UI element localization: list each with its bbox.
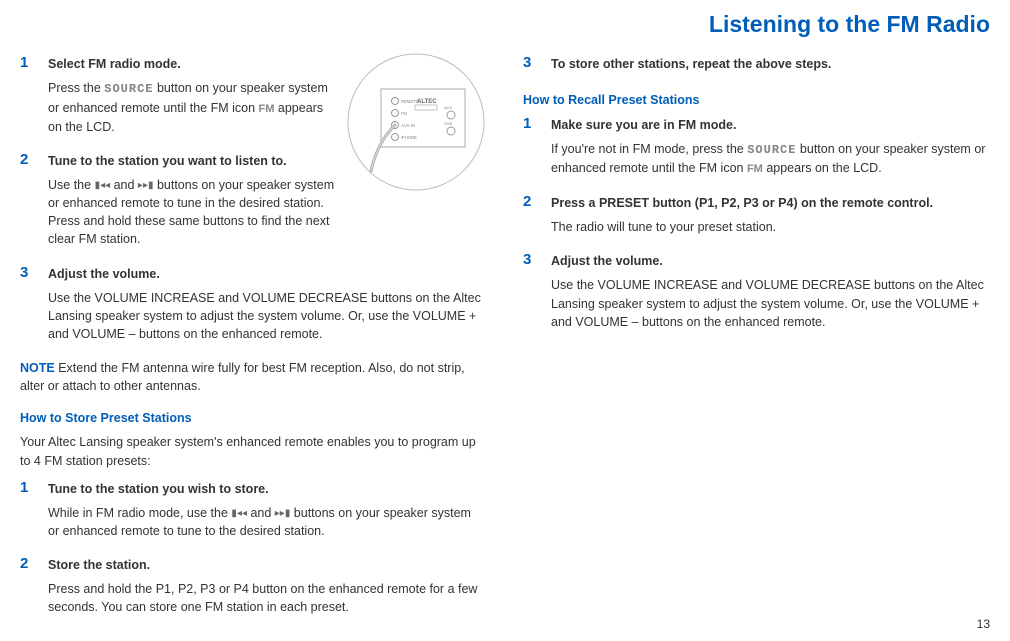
step-heading: Select FM radio mode. — [48, 55, 339, 73]
step-heading: Tune to the station you want to listen t… — [48, 152, 339, 170]
step-2: 2 Tune to the station you want to listen… — [20, 152, 339, 253]
step-heading: Make sure you are in FM mode. — [551, 116, 988, 134]
step-number: 3 — [523, 252, 551, 335]
step-number: 1 — [523, 116, 551, 182]
step-text: The radio will tune to your preset stati… — [551, 218, 988, 236]
tuneDown-icon: ▮◂◂ — [231, 509, 247, 519]
step-number: 2 — [20, 152, 48, 253]
note-text: Extend the FM antenna wire fully for bes… — [20, 361, 465, 393]
tuneDown-icon: ▮◂◂ — [95, 181, 111, 191]
step-heading: Tune to the station you wish to store. — [48, 480, 485, 498]
fm-icon: FM — [259, 103, 275, 115]
diagram-brand: ALTEC — [417, 99, 437, 105]
step-heading: Press a PRESET button (P1, P2, P3 or P4)… — [551, 194, 988, 212]
source-icon: SOURCE — [104, 82, 153, 96]
step-heading: Adjust the volume. — [48, 265, 485, 283]
tuneUp-icon: ▸▸▮ — [275, 509, 291, 519]
step-text: If you're not in FM mode, press the SOUR… — [551, 140, 988, 178]
step-number: 3 — [20, 265, 48, 348]
recall-step-2: 2 Press a PRESET button (P1, P2, P3 or P… — [523, 194, 988, 240]
step-heading: To store other stations, repeat the abov… — [551, 55, 988, 73]
step-number: 2 — [523, 194, 551, 240]
step-text: Press and hold the P1, P2, P3 or P4 butt… — [48, 580, 485, 616]
step-text: Use the VOLUME INCREASE and VOLUME DECRE… — [48, 289, 485, 343]
step-text: While in FM radio mode, use the ▮◂◂ and … — [48, 504, 485, 540]
store-step-2: 2 Store the station. Press and hold the … — [20, 556, 485, 620]
content-columns: REMOTE FM AUX IN iPHONE AUX SUB ALTEC 1 — [20, 55, 990, 632]
store-intro: Your Altec Lansing speaker system's enha… — [20, 433, 485, 469]
subheading-recall: How to Recall Preset Stations — [523, 91, 988, 109]
left-column: REMOTE FM AUX IN iPHONE AUX SUB ALTEC 1 — [20, 55, 485, 632]
recall-step-1: 1 Make sure you are in FM mode. If you'r… — [523, 116, 988, 182]
source-icon: SOURCE — [747, 143, 796, 157]
note: NOTE Extend the FM antenna wire fully fo… — [20, 359, 485, 395]
diagram-label-auxout: AUX — [444, 105, 453, 110]
store-step-3: 3 To store other stations, repeat the ab… — [523, 55, 988, 79]
step-text: Press the SOURCE button on your speaker … — [48, 79, 339, 135]
step-text: Use the VOLUME INCREASE and VOLUME DECRE… — [551, 276, 988, 330]
step-1: 1 Select FM radio mode. Press the SOURCE… — [20, 55, 339, 140]
step-text: Use the ▮◂◂ and ▸▸▮ buttons on your spea… — [48, 176, 339, 249]
note-label: NOTE — [20, 361, 55, 375]
store-step-1: 1 Tune to the station you wish to store.… — [20, 480, 485, 544]
diagram-label-sub: SUB — [444, 121, 453, 126]
page-title: Listening to the FM Radio — [20, 8, 990, 41]
page-number: 13 — [977, 616, 990, 633]
right-column: 3 To store other stations, repeat the ab… — [523, 55, 988, 632]
step-heading: Adjust the volume. — [551, 252, 988, 270]
recall-step-3: 3 Adjust the volume. Use the VOLUME INCR… — [523, 252, 988, 335]
rear-panel-diagram: REMOTE FM AUX IN iPHONE AUX SUB ALTEC — [347, 53, 485, 191]
step-number: 1 — [20, 480, 48, 544]
subheading-store: How to Store Preset Stations — [20, 409, 485, 427]
step-number: 2 — [20, 556, 48, 620]
diagram-label-iphone: iPHONE — [401, 135, 417, 140]
step-heading: Store the station. — [48, 556, 485, 574]
step-number: 1 — [20, 55, 48, 140]
diagram-label-auxin: AUX IN — [401, 123, 415, 128]
step-number: 3 — [523, 55, 551, 79]
fm-icon: FM — [747, 163, 763, 175]
tuneUp-icon: ▸▸▮ — [138, 181, 154, 191]
diagram-label-fm: FM — [401, 111, 408, 116]
step-3: 3 Adjust the volume. Use the VOLUME INCR… — [20, 265, 485, 348]
